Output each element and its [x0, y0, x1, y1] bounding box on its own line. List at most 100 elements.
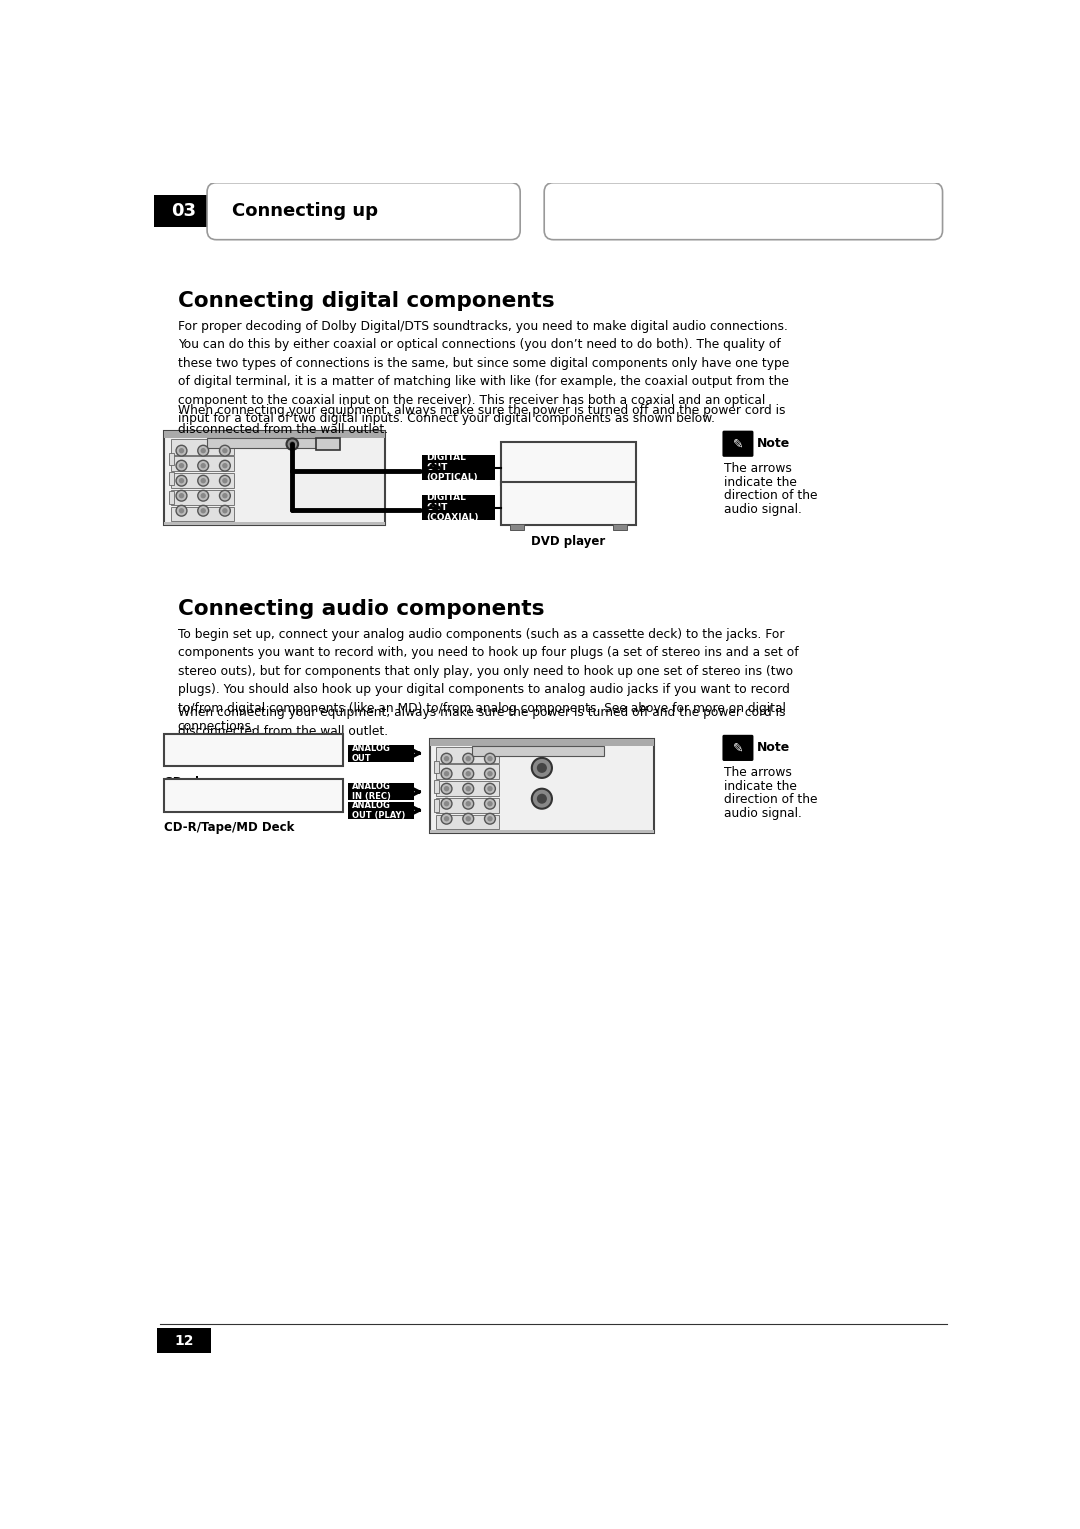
Text: direction of the: direction of the [724, 489, 818, 502]
Text: En: En [176, 1342, 191, 1356]
Bar [435, 798, 499, 813]
Circle shape [219, 476, 230, 486]
FancyBboxPatch shape [723, 735, 754, 761]
Bar [170, 472, 174, 485]
Circle shape [289, 442, 295, 446]
Circle shape [179, 463, 185, 468]
Bar [170, 491, 174, 503]
Circle shape [487, 816, 492, 821]
Text: ✎: ✎ [732, 437, 743, 450]
Bar [430, 740, 654, 746]
Text: ✎: ✎ [732, 742, 743, 754]
Text: ANALOG
OUT (PLAY): ANALOG OUT (PLAY) [352, 801, 405, 820]
Bar [422, 456, 496, 480]
Circle shape [441, 798, 451, 809]
Bar [164, 734, 342, 766]
Circle shape [222, 479, 228, 483]
Circle shape [465, 786, 471, 792]
Circle shape [222, 492, 228, 498]
Text: DVD player: DVD player [531, 535, 606, 547]
Bar [422, 495, 496, 520]
Bar [613, 524, 627, 529]
Circle shape [219, 445, 230, 456]
Text: CD player: CD player [537, 494, 600, 508]
Text: Note: Note [757, 437, 789, 450]
Circle shape [487, 801, 492, 806]
Circle shape [176, 476, 187, 486]
Circle shape [179, 448, 185, 454]
Bar [435, 748, 499, 763]
Circle shape [537, 794, 546, 804]
Circle shape [465, 801, 471, 806]
Text: To begin set up, connect your analog audio components (such as a cassette deck) : To begin set up, connect your analog aud… [177, 628, 798, 734]
Circle shape [198, 476, 208, 486]
Circle shape [531, 789, 552, 809]
Circle shape [487, 755, 492, 761]
Text: Note: Note [757, 742, 789, 754]
Circle shape [444, 801, 449, 806]
Circle shape [179, 479, 185, 483]
Bar [348, 801, 414, 818]
Circle shape [222, 448, 228, 454]
Bar [510, 524, 524, 529]
Circle shape [441, 783, 451, 794]
Circle shape [179, 492, 185, 498]
Text: CD player: CD player [164, 775, 229, 789]
Text: Connecting audio components: Connecting audio components [177, 598, 544, 619]
Circle shape [176, 445, 187, 456]
Bar [348, 783, 414, 800]
Text: ANALOG
OUT: ANALOG OUT [352, 743, 391, 763]
Bar [164, 780, 342, 812]
Text: Connecting up: Connecting up [232, 202, 378, 220]
Circle shape [465, 771, 471, 777]
Circle shape [176, 460, 187, 471]
Circle shape [441, 813, 451, 824]
Circle shape [219, 460, 230, 471]
Circle shape [201, 479, 206, 483]
Text: When connecting your equipment, always make sure the power is turned off and the: When connecting your equipment, always m… [177, 405, 785, 436]
Text: indicate the: indicate the [724, 476, 797, 489]
Circle shape [463, 798, 474, 809]
Circle shape [444, 755, 449, 761]
Bar [434, 780, 438, 792]
Circle shape [176, 506, 187, 517]
Text: direction of the: direction of the [724, 794, 818, 806]
Circle shape [222, 508, 228, 514]
Bar [430, 830, 654, 833]
Bar [435, 764, 499, 780]
Circle shape [219, 506, 230, 517]
Bar [171, 439, 234, 454]
Text: When connecting your equipment, always make sure the power is turned off and the: When connecting your equipment, always m… [177, 706, 785, 739]
Bar [501, 482, 636, 524]
Circle shape [485, 813, 496, 824]
Bar [430, 740, 654, 833]
Circle shape [441, 754, 451, 764]
Circle shape [465, 755, 471, 761]
Circle shape [286, 439, 298, 450]
Bar [315, 437, 340, 450]
Bar [435, 815, 499, 829]
Circle shape [463, 783, 474, 794]
Text: 03: 03 [171, 202, 195, 220]
Bar [348, 745, 414, 761]
Bar [157, 1329, 211, 1353]
Bar [171, 508, 234, 521]
Bar [171, 456, 234, 471]
Bar [207, 439, 339, 448]
Bar [613, 485, 627, 489]
Text: DIGITAL
OUT
(OPTICAL): DIGITAL OUT (OPTICAL) [427, 453, 478, 482]
Circle shape [485, 754, 496, 764]
Circle shape [201, 508, 206, 514]
Bar [164, 521, 386, 526]
Text: Connecting digital components: Connecting digital components [177, 291, 554, 310]
Circle shape [463, 813, 474, 824]
Circle shape [444, 786, 449, 792]
Bar [472, 746, 604, 757]
Circle shape [441, 768, 451, 780]
Bar [154, 196, 213, 228]
Circle shape [463, 754, 474, 764]
FancyBboxPatch shape [544, 182, 943, 240]
Text: indicate the: indicate the [724, 780, 797, 794]
Circle shape [487, 786, 492, 792]
Bar [510, 485, 524, 489]
